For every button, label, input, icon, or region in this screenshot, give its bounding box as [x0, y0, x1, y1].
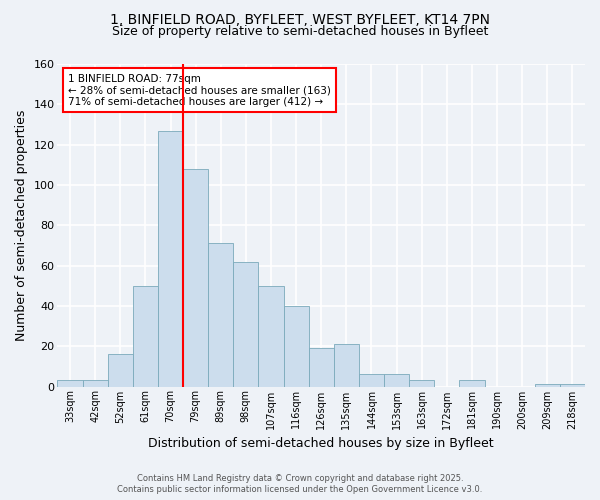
Bar: [233, 262, 259, 386]
Text: 1 BINFIELD ROAD: 77sqm
← 28% of semi-detached houses are smaller (163)
71% of se: 1 BINFIELD ROAD: 77sqm ← 28% of semi-det…: [68, 74, 331, 107]
Bar: [208, 244, 233, 386]
Text: 1, BINFIELD ROAD, BYFLEET, WEST BYFLEET, KT14 7PN: 1, BINFIELD ROAD, BYFLEET, WEST BYFLEET,…: [110, 12, 490, 26]
Bar: [133, 286, 158, 386]
Bar: [384, 374, 409, 386]
Bar: [83, 380, 108, 386]
Text: Contains HM Land Registry data © Crown copyright and database right 2025.
Contai: Contains HM Land Registry data © Crown c…: [118, 474, 482, 494]
Bar: [158, 130, 183, 386]
Bar: [108, 354, 133, 386]
Text: Size of property relative to semi-detached houses in Byfleet: Size of property relative to semi-detach…: [112, 25, 488, 38]
Bar: [284, 306, 308, 386]
Bar: [259, 286, 284, 386]
Bar: [535, 384, 560, 386]
Bar: [58, 380, 83, 386]
Bar: [183, 169, 208, 386]
X-axis label: Distribution of semi-detached houses by size in Byfleet: Distribution of semi-detached houses by …: [148, 437, 494, 450]
Y-axis label: Number of semi-detached properties: Number of semi-detached properties: [15, 110, 28, 341]
Bar: [359, 374, 384, 386]
Bar: [560, 384, 585, 386]
Bar: [409, 380, 434, 386]
Bar: [308, 348, 334, 387]
Bar: [460, 380, 485, 386]
Bar: [334, 344, 359, 387]
